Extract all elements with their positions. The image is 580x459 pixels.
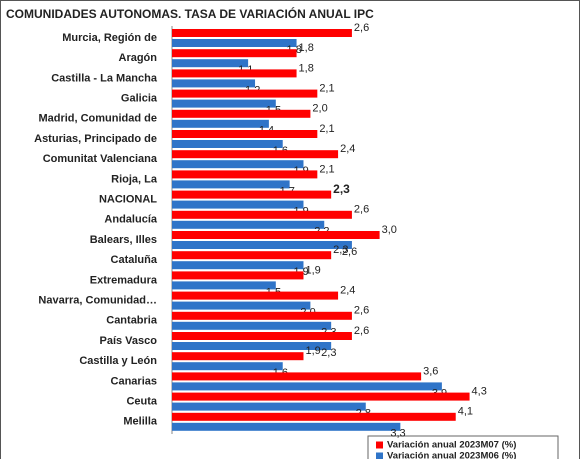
category-label: Castilla - La Mancha xyxy=(51,72,158,84)
legend-label: Variación anual 2023M06 (%) xyxy=(387,451,516,459)
bar xyxy=(172,210,352,219)
bar xyxy=(172,402,366,411)
bar xyxy=(172,160,304,169)
category-label: NACIONAL xyxy=(99,194,157,206)
value-label: 2,1 xyxy=(319,163,334,175)
value-label: 2,1 xyxy=(319,83,334,95)
value-label: 3,3 xyxy=(390,428,405,440)
bar xyxy=(172,251,332,260)
legend-label: Variación anual 2023M07 (%) xyxy=(387,440,516,451)
bar xyxy=(172,321,332,330)
bar xyxy=(172,261,304,270)
value-label: 1,9 xyxy=(305,264,320,276)
category-label: Ceuta xyxy=(126,396,157,408)
category-label: Cataluña xyxy=(111,254,158,266)
bar xyxy=(172,119,269,128)
bar xyxy=(172,99,276,108)
value-label: 1,9 xyxy=(305,345,320,357)
value-label: 2,3 xyxy=(333,244,348,256)
bar xyxy=(172,291,339,300)
bar xyxy=(172,342,332,350)
value-label: 2,6 xyxy=(354,204,369,216)
bar xyxy=(172,362,283,371)
value-label: 2,6 xyxy=(354,325,369,337)
bar xyxy=(172,382,442,391)
category-label: Cantabria xyxy=(106,315,158,327)
bar xyxy=(172,311,352,320)
bar xyxy=(172,332,352,340)
bar xyxy=(172,301,311,310)
bar xyxy=(172,29,352,37)
bar xyxy=(172,281,276,290)
category-label: Galicia xyxy=(121,93,158,105)
category-label: Balears, Illes xyxy=(90,234,157,246)
category-label: Asturias, Principado de xyxy=(34,133,157,145)
bar xyxy=(172,352,304,361)
value-label: 2,3 xyxy=(333,182,350,196)
bar xyxy=(172,271,304,280)
bar xyxy=(172,140,283,148)
category-label: Melilla xyxy=(123,416,158,428)
legend-swatch xyxy=(376,441,383,449)
legend-swatch xyxy=(376,452,383,459)
category-label: Andalucía xyxy=(104,214,157,226)
bar xyxy=(172,49,297,58)
value-label: 2,6 xyxy=(342,246,357,258)
bar xyxy=(172,130,318,138)
category-label: Madrid, Comunidad de xyxy=(38,113,157,125)
bar xyxy=(172,392,470,401)
legend-box xyxy=(367,435,559,459)
bar xyxy=(172,180,290,189)
value-label: 1,8 xyxy=(299,62,314,74)
bar xyxy=(172,231,380,239)
bar xyxy=(172,241,352,249)
value-label: 2,3 xyxy=(321,347,336,359)
value-label: 2,4 xyxy=(340,285,355,297)
value-label: 2,0 xyxy=(312,103,327,115)
value-label: 3,6 xyxy=(423,365,438,377)
category-label: Canarias xyxy=(111,375,157,387)
bar xyxy=(172,109,311,118)
value-label: 2,1 xyxy=(319,123,334,135)
category-label: Comunitat Valenciana xyxy=(43,153,158,165)
bar xyxy=(172,422,401,431)
value-label: 4,1 xyxy=(458,406,473,418)
category-label: Rioja, La xyxy=(111,173,158,185)
category-label: Castilla y León xyxy=(79,355,157,367)
category-label: Aragón xyxy=(119,52,158,64)
value-label: 3,0 xyxy=(382,224,397,236)
category-label: País Vasco xyxy=(100,335,158,347)
bar xyxy=(172,200,304,209)
bar xyxy=(172,79,256,88)
bar xyxy=(172,69,297,78)
value-label: 4,3 xyxy=(472,386,487,398)
bar xyxy=(172,39,297,47)
category-label: Extremadura xyxy=(90,274,158,286)
value-label: 2,6 xyxy=(354,22,369,34)
bar xyxy=(172,412,456,421)
category-label: Navarra, Comunidad… xyxy=(38,295,157,307)
chart-title: COMUNIDADES AUTONOMAS. TASA DE VARIACIÓN… xyxy=(6,6,374,21)
bar xyxy=(172,372,422,381)
bar xyxy=(172,89,318,98)
value-label: 2,4 xyxy=(340,143,355,155)
bar xyxy=(172,150,339,159)
bar xyxy=(172,190,332,199)
bar xyxy=(172,170,318,179)
bar xyxy=(172,220,325,229)
value-label: 2,6 xyxy=(354,305,369,317)
category-label: Murcia, Región de xyxy=(62,32,157,44)
bar xyxy=(172,59,249,68)
value-label: 1,8 xyxy=(299,42,314,54)
